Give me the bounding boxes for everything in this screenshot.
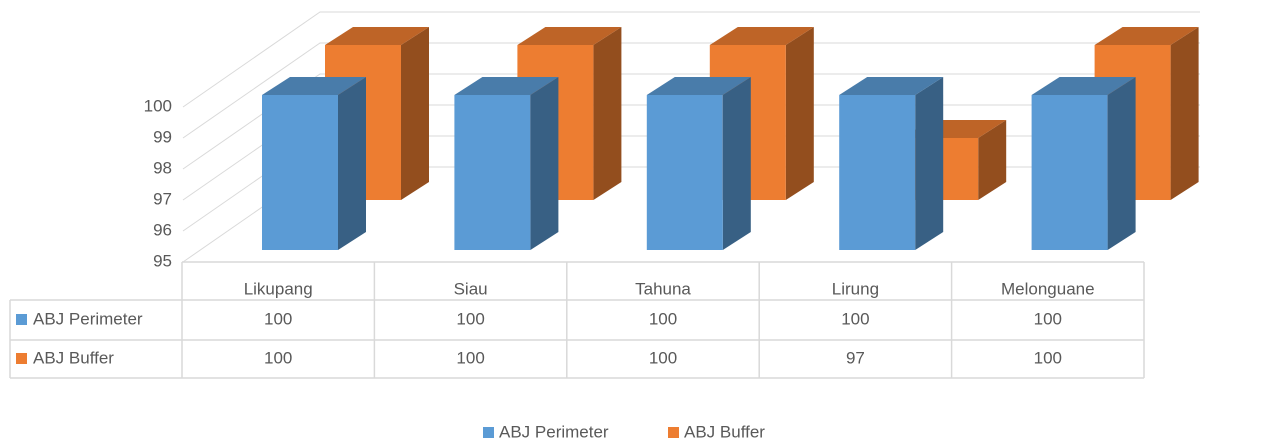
grid-line bbox=[182, 42, 1200, 139]
legend-label: ABJ Buffer bbox=[684, 422, 765, 441]
bar-top bbox=[517, 27, 622, 45]
bar-side bbox=[1107, 77, 1136, 250]
row-label: ABJ Buffer bbox=[33, 348, 114, 367]
bar bbox=[1031, 95, 1108, 250]
table-value: 100 bbox=[456, 348, 484, 367]
bar-3d bbox=[262, 77, 366, 250]
bar-side bbox=[915, 77, 944, 250]
grid-line bbox=[182, 11, 1200, 108]
bar-top bbox=[1094, 27, 1199, 45]
bar-side bbox=[1170, 27, 1199, 200]
bar-top bbox=[839, 77, 944, 95]
table-value: 100 bbox=[264, 309, 292, 328]
table-value: 100 bbox=[456, 309, 484, 328]
legend-key bbox=[483, 427, 494, 438]
y-tick-label: 97 bbox=[153, 189, 172, 208]
bar-side bbox=[978, 120, 1007, 200]
bar-3d bbox=[646, 77, 751, 250]
bar-top bbox=[325, 27, 429, 45]
y-tick-label: 100 bbox=[144, 96, 172, 115]
bar bbox=[646, 95, 723, 250]
y-tick-label: 95 bbox=[153, 251, 172, 270]
table-value: 100 bbox=[1034, 348, 1062, 367]
legend-key bbox=[668, 427, 679, 438]
x-tick-label: Likupang bbox=[244, 279, 313, 298]
bar-side bbox=[593, 27, 622, 200]
y-tick-label: 99 bbox=[153, 127, 172, 146]
bar bbox=[454, 95, 531, 250]
bar-side bbox=[785, 27, 814, 200]
bar-side bbox=[530, 77, 559, 250]
bar-top bbox=[454, 77, 559, 95]
table-value: 100 bbox=[264, 348, 292, 367]
grid-line bbox=[182, 73, 1200, 170]
bar-side bbox=[401, 27, 429, 200]
bar-top bbox=[646, 77, 751, 95]
bar-top bbox=[709, 27, 814, 45]
bar-3d bbox=[1031, 77, 1136, 250]
x-tick-label: Lirung bbox=[832, 279, 879, 298]
legend-key bbox=[16, 314, 27, 325]
x-tick-label: Tahuna bbox=[635, 279, 691, 298]
legend-key bbox=[16, 353, 27, 364]
legend-label: ABJ Perimeter bbox=[499, 422, 609, 441]
bar bbox=[262, 95, 338, 250]
bar-side bbox=[338, 77, 366, 250]
table-value: 100 bbox=[1034, 309, 1062, 328]
x-tick-label: Siau bbox=[454, 279, 488, 298]
table-value: 100 bbox=[649, 309, 677, 328]
bar-3d bbox=[839, 77, 944, 250]
bar bbox=[839, 95, 916, 250]
x-tick-label: Melonguane bbox=[1001, 279, 1095, 298]
row-label: ABJ Perimeter bbox=[33, 309, 143, 328]
bar-top bbox=[1031, 77, 1136, 95]
bar-top bbox=[262, 77, 366, 95]
table-value: 97 bbox=[846, 348, 865, 367]
table-value: 100 bbox=[841, 309, 869, 328]
bar-3d bbox=[454, 77, 559, 250]
y-tick-label: 96 bbox=[153, 220, 172, 239]
table-value: 100 bbox=[649, 348, 677, 367]
bar-side bbox=[722, 77, 751, 250]
y-tick-label: 98 bbox=[153, 158, 172, 177]
